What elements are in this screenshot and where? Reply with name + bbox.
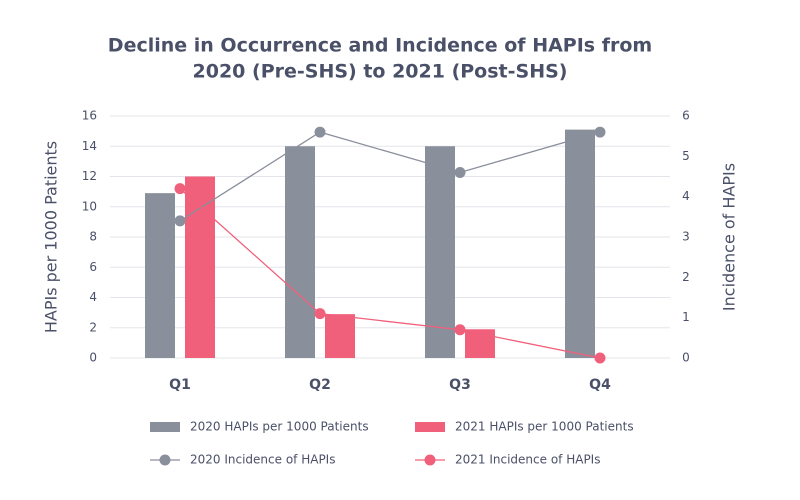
legend-swatch	[424, 454, 436, 466]
x-tick-label: Q1	[169, 377, 191, 393]
y-tick-label: 4	[89, 290, 97, 304]
bar	[325, 314, 355, 358]
y-tick-label: 0	[89, 351, 97, 365]
y2-tick-label: 1	[682, 310, 690, 324]
x-tick-label: Q2	[309, 377, 331, 393]
y2-tick-label: 4	[682, 189, 690, 203]
y2-tick-label: 5	[682, 149, 690, 163]
point	[314, 126, 326, 138]
y-tick-label: 14	[82, 139, 97, 153]
legend-label: 2020 HAPIs per 1000 Patients	[190, 420, 369, 434]
point	[594, 352, 606, 364]
bar	[185, 176, 215, 358]
bar	[285, 146, 315, 358]
point	[454, 324, 466, 336]
y-tick-label: 16	[82, 109, 97, 123]
bar	[425, 146, 455, 358]
legend-label: 2020 Incidence of HAPIs	[190, 453, 335, 467]
point	[594, 126, 606, 138]
point	[314, 308, 326, 320]
y-axis-title: HAPIs per 1000 Patients	[42, 141, 61, 333]
chart-title: Decline in Occurrence and Incidence of H…	[108, 35, 652, 57]
y2-tick-label: 6	[682, 109, 690, 123]
y-tick-label: 10	[82, 199, 97, 213]
y-tick-label: 8	[89, 230, 97, 244]
point	[174, 183, 186, 195]
line	[179, 131, 601, 222]
bar	[145, 193, 175, 358]
y-tick-label: 6	[89, 260, 97, 274]
legend-label: 2021 Incidence of HAPIs	[455, 453, 600, 467]
line	[179, 188, 601, 359]
y2-axis-title: Incidence of HAPIs	[720, 163, 739, 311]
legend-swatch	[159, 454, 171, 466]
legend-swatch	[415, 422, 445, 432]
x-tick-label: Q4	[589, 377, 611, 393]
y2-tick-label: 0	[682, 351, 690, 365]
chart-title: 2020 (Pre-SHS) to 2021 (Post-SHS)	[193, 61, 568, 83]
y-tick-label: 2	[89, 320, 97, 334]
y2-tick-label: 3	[682, 230, 690, 244]
bar	[565, 129, 595, 358]
y2-tick-label: 2	[682, 270, 690, 284]
legend-swatch	[150, 422, 180, 432]
legend-label: 2021 HAPIs per 1000 Patients	[455, 420, 634, 434]
point	[174, 215, 186, 227]
y-tick-label: 12	[82, 169, 97, 183]
point	[454, 166, 466, 178]
x-tick-label: Q3	[449, 377, 471, 393]
